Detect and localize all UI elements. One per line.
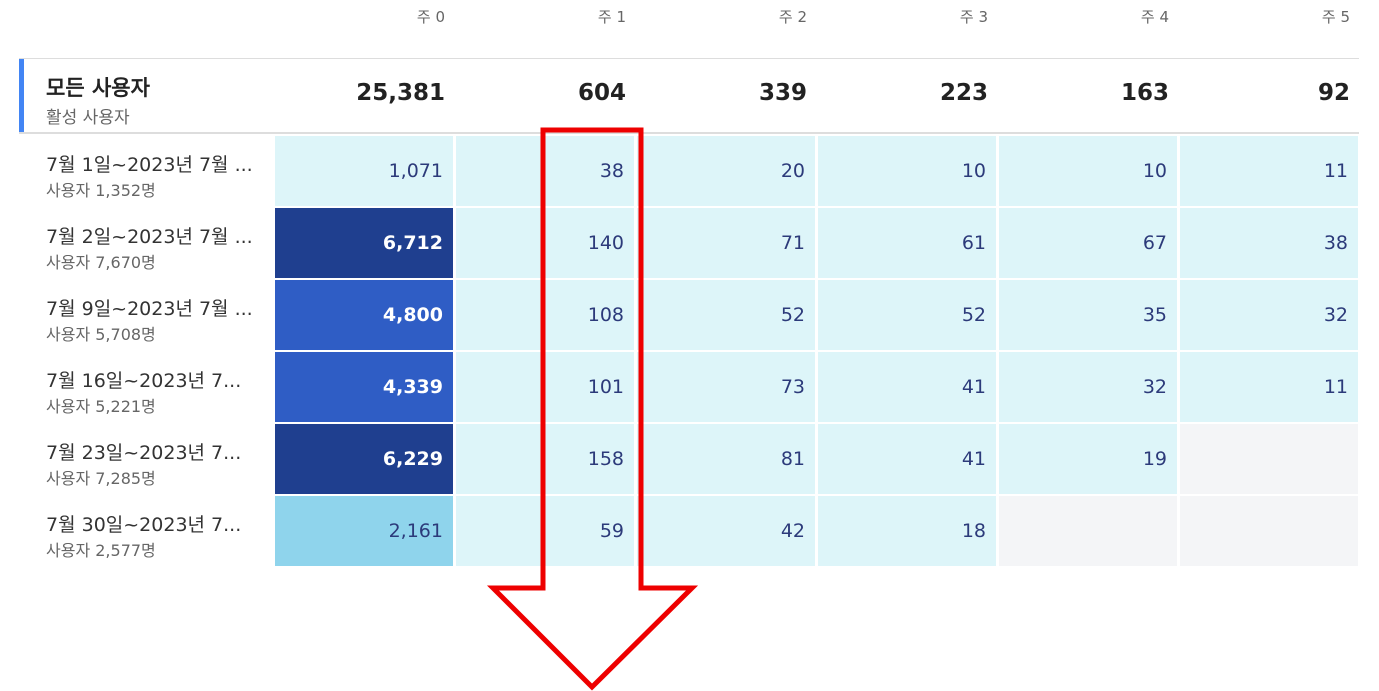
divider: [19, 132, 1359, 134]
cohort-label: 7월 9일~2023년 7월 ...: [46, 298, 253, 320]
cohort-users: 사용자 5,221명: [46, 397, 156, 416]
column-header: 주 0: [416, 8, 445, 26]
cohort-users: 사용자 5,708명: [46, 325, 156, 344]
cohort-cell: 1,071: [275, 136, 453, 206]
selected-bar: [19, 59, 24, 132]
cohort-cell: 67: [999, 208, 1177, 278]
cohort-cell: 38: [1180, 208, 1358, 278]
cohort-label: 7월 16일~2023년 7...: [46, 370, 242, 392]
cohort-cell: 61: [818, 208, 996, 278]
cohort-cell: 2,161: [275, 496, 453, 566]
total-value: 92: [1317, 80, 1350, 106]
total-value: 163: [1120, 80, 1169, 106]
cohort-cell: 4,339: [275, 352, 453, 422]
cohort-cell: 42: [637, 496, 815, 566]
cohort-users: 사용자 1,352명: [46, 181, 156, 200]
cohort-cell: 19: [999, 424, 1177, 494]
cohort-cell: 35: [999, 280, 1177, 350]
column-header: 주 5: [1321, 8, 1350, 26]
cohort-label: 7월 2일~2023년 7월 ...: [46, 226, 253, 248]
column-header: 주 3: [959, 8, 988, 26]
cohort-cell: 81: [637, 424, 815, 494]
empty-cell: [1180, 496, 1358, 566]
cohort-cell: 32: [999, 352, 1177, 422]
empty-cell: [999, 496, 1177, 566]
cohort-cell: 18: [818, 496, 996, 566]
cohort-label: 7월 1일~2023년 7월 ...: [46, 154, 253, 176]
cohort-cell: 52: [637, 280, 815, 350]
cohort-label: 7월 23일~2023년 7...: [46, 442, 242, 464]
cohort-users: 사용자 7,285명: [46, 469, 156, 488]
cohort-cell: 6,229: [275, 424, 453, 494]
cohort-cell: 11: [1180, 136, 1358, 206]
cohort-cell: 71: [637, 208, 815, 278]
total-value: 604: [577, 80, 626, 106]
cohort-users: 사용자 2,577명: [46, 541, 156, 560]
cohort-cell: 32: [1180, 280, 1358, 350]
cohort-cell: 41: [818, 352, 996, 422]
cohort-label: 7월 30일~2023년 7...: [46, 514, 242, 536]
cohort-cell: 6,712: [275, 208, 453, 278]
column-header: 주 2: [778, 8, 807, 26]
red-arrow: [486, 127, 699, 691]
empty-cell: [1180, 424, 1358, 494]
cohort-cell: 41: [818, 424, 996, 494]
total-value: 339: [758, 80, 807, 106]
cohort-cell: 4,800: [275, 280, 453, 350]
cohort-cell: 73: [637, 352, 815, 422]
cohort-cell: 52: [818, 280, 996, 350]
cohort-cell: 10: [818, 136, 996, 206]
total-value: 223: [939, 80, 988, 106]
cohort-cell: 20: [637, 136, 815, 206]
total-value: 25,381: [356, 80, 445, 106]
divider: [19, 58, 1359, 59]
cohort-cell: 11: [1180, 352, 1358, 422]
column-header: 주 4: [1140, 8, 1169, 26]
cohort-users: 사용자 7,670명: [46, 253, 156, 272]
cohort-cell: 10: [999, 136, 1177, 206]
total-subtitle: 활성 사용자: [46, 108, 130, 128]
column-header: 주 1: [597, 8, 626, 26]
total-title: 모든 사용자: [46, 76, 150, 100]
